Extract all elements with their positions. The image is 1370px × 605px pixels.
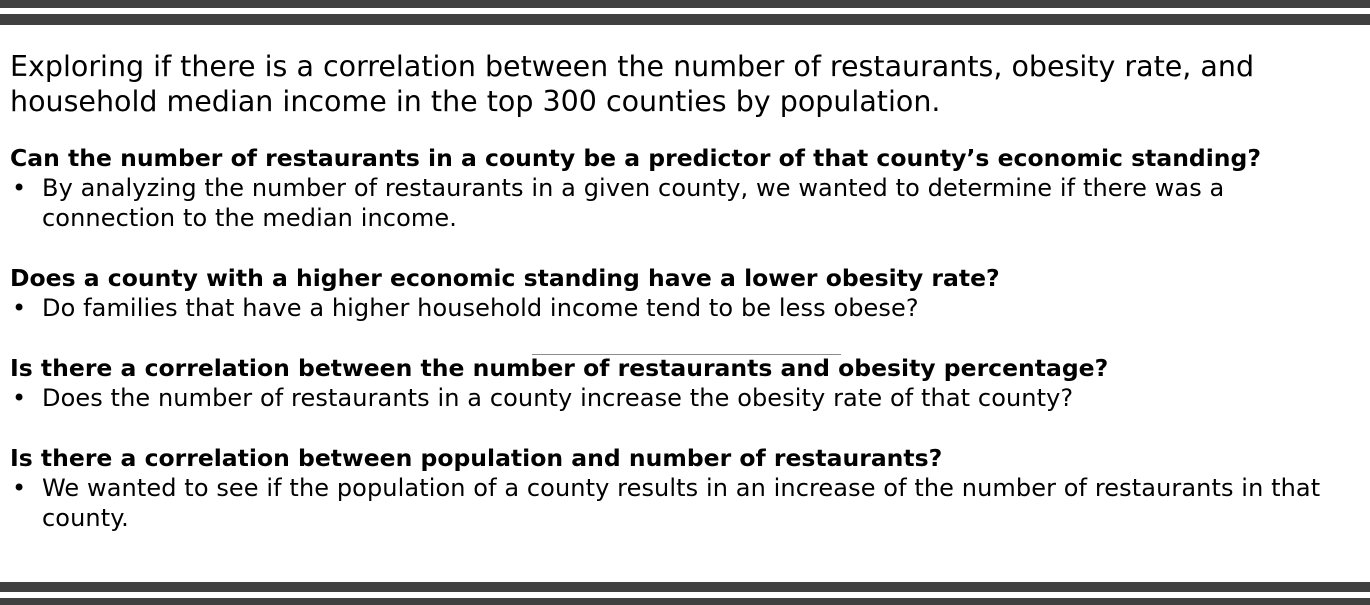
question-heading: Does a county with a higher economic sta…	[10, 264, 1000, 292]
question-heading: Is there a correlation between populatio…	[10, 444, 943, 472]
divider-line	[532, 354, 841, 355]
intro-text: Exploring if there is a correlation betw…	[10, 50, 1255, 118]
bullet-item: • By analyzing the number of restaurants…	[10, 173, 1355, 233]
question-section-3: Is there a correlation between the numbe…	[10, 353, 1355, 413]
bottom-border-bar	[0, 598, 1370, 605]
bullet-text: Does the number of restaurants in a coun…	[42, 384, 1074, 412]
bottom-border-bar-inner	[0, 582, 1370, 592]
bullet-text: We wanted to see if the population of a …	[42, 474, 1321, 532]
bullet-dot-icon: •	[12, 384, 27, 412]
slide-content: Exploring if there is a correlation betw…	[10, 49, 1355, 563]
bullet-dot-icon: •	[12, 294, 27, 322]
bullet-text: By analyzing the number of restaurants i…	[42, 174, 1225, 232]
bullet-item: • Do families that have a higher househo…	[10, 293, 1355, 323]
bullet-dot-icon: •	[12, 474, 27, 502]
question-section-2: Does a county with a higher economic sta…	[10, 263, 1355, 323]
bullet-item: • We wanted to see if the population of …	[10, 473, 1355, 533]
bullet-dot-icon: •	[12, 174, 27, 202]
bullet-text: Do families that have a higher household…	[42, 294, 919, 322]
top-border-bar	[0, 0, 1370, 8]
question-section-1: Can the number of restaurants in a count…	[10, 143, 1355, 233]
question-section-4: Is there a correlation between populatio…	[10, 443, 1355, 533]
question-heading: Can the number of restaurants in a count…	[10, 144, 1261, 172]
bullet-item: • Does the number of restaurants in a co…	[10, 383, 1355, 413]
question-heading: Is there a correlation between the numbe…	[10, 354, 1109, 382]
top-border-bar-inner	[0, 14, 1370, 25]
